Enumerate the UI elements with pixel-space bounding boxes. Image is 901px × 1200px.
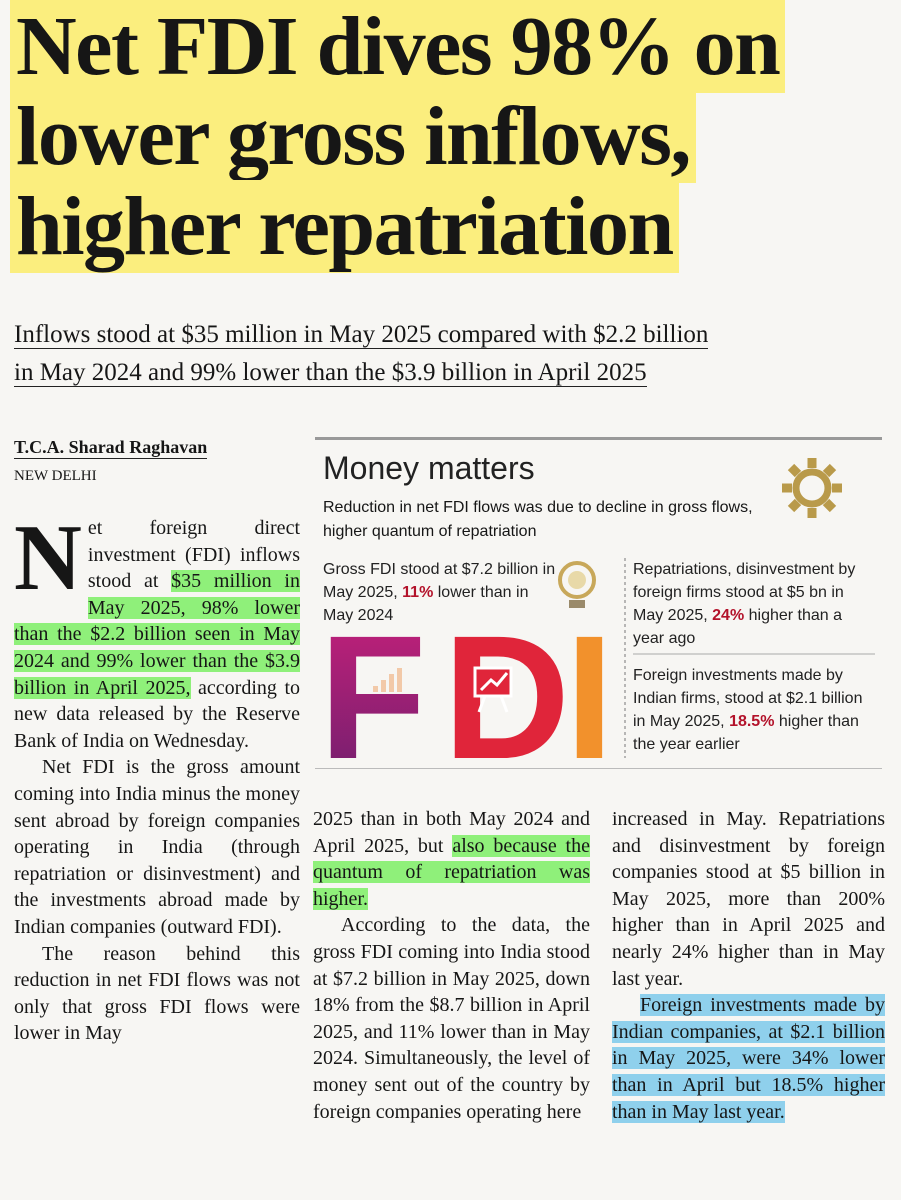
text: et foreign direct investment (FDI) inflo… [87, 517, 300, 593]
paragraph: 2025 than in both May 2024 and April 202… [313, 806, 590, 912]
infographic: Money matters Reduction in net FDI flows… [315, 437, 882, 769]
dateline: NEW DELHI [14, 468, 97, 484]
article-column: increased in May. Repatriations and disi… [612, 806, 885, 1195]
chart-board-icon [473, 666, 513, 713]
paragraph: Foreign investments made by Indian compa… [612, 992, 885, 1125]
fact-figure: 11% [402, 584, 434, 601]
drop-cap: N [14, 515, 82, 610]
gear-icon [782, 458, 842, 518]
text: 2025 than in both May 2024 and April 202… [313, 808, 590, 857]
headline-line: lower gross inflows, [10, 90, 696, 183]
fact-text: higher than a year ago [633, 607, 843, 647]
fact-figure: 24% [712, 607, 745, 624]
fact-text: lower than in May 2024 [323, 584, 529, 624]
fact-text: Gross FDI stood at $7.2 billion in May 2… [323, 561, 556, 601]
infographic-subtitle: Reduction in net FDI flows was due to de… [323, 499, 753, 540]
infographic-art: F D I [319, 458, 875, 768]
infographic-title: Money matters [323, 450, 535, 486]
fact: Foreign investments made by Indian firms… [633, 664, 868, 756]
text: According to the data, the gross FDI com… [313, 914, 590, 1123]
paragraph: increased in May. Repatriations and disi… [612, 806, 885, 992]
fact-figure: 18.5% [729, 713, 775, 730]
text: Net FDI is the gross amount coming into … [14, 756, 300, 938]
bulb-icon [558, 561, 596, 608]
headline-line: Net FDI dives 98% on [10, 0, 786, 93]
text: increased in May. Repatriations and disi… [612, 808, 885, 990]
text: according to new data released by the Re… [14, 676, 300, 752]
fact-text: Foreign investments made by Indian firms… [633, 667, 863, 730]
article-column: 2025 than in both May 2024 and April 202… [313, 806, 590, 1195]
subheadline-line: Inflows stood at $35 million in May 2025… [14, 321, 709, 349]
fact-text: Repatriations, disinvestment by foreign … [633, 561, 856, 624]
graphic-letter: I [565, 600, 614, 768]
highlighted-text: Foreign investments made by Indian compa… [612, 994, 885, 1123]
fact-text: higher than the year earlier [633, 713, 859, 753]
fact: Gross FDI stood at $7.2 billion in May 2… [323, 558, 563, 627]
fact: Repatriations, disinvestment by foreign … [633, 558, 868, 650]
byline: T.C.A. Sharad Raghavan [14, 437, 208, 459]
headline: Net FDI dives 98% on lower gross inflows… [10, 0, 890, 273]
paragraph: According to the data, the gross FDI com… [313, 912, 590, 1125]
paragraph: The reason behind this reduction in net … [14, 941, 300, 1047]
subheadline-line: in May 2024 and 99% lower than the $3.9 … [14, 359, 647, 387]
text: The reason behind this reduction in net … [14, 942, 300, 1045]
headline-line: higher repatriation [10, 180, 679, 273]
subheadline: Inflows stood at $35 million in May 2025… [14, 316, 894, 392]
bar-icon [373, 668, 402, 692]
graphic-letter: F [319, 600, 427, 768]
paragraph: Net FDI is the gross amount coming into … [14, 754, 300, 940]
